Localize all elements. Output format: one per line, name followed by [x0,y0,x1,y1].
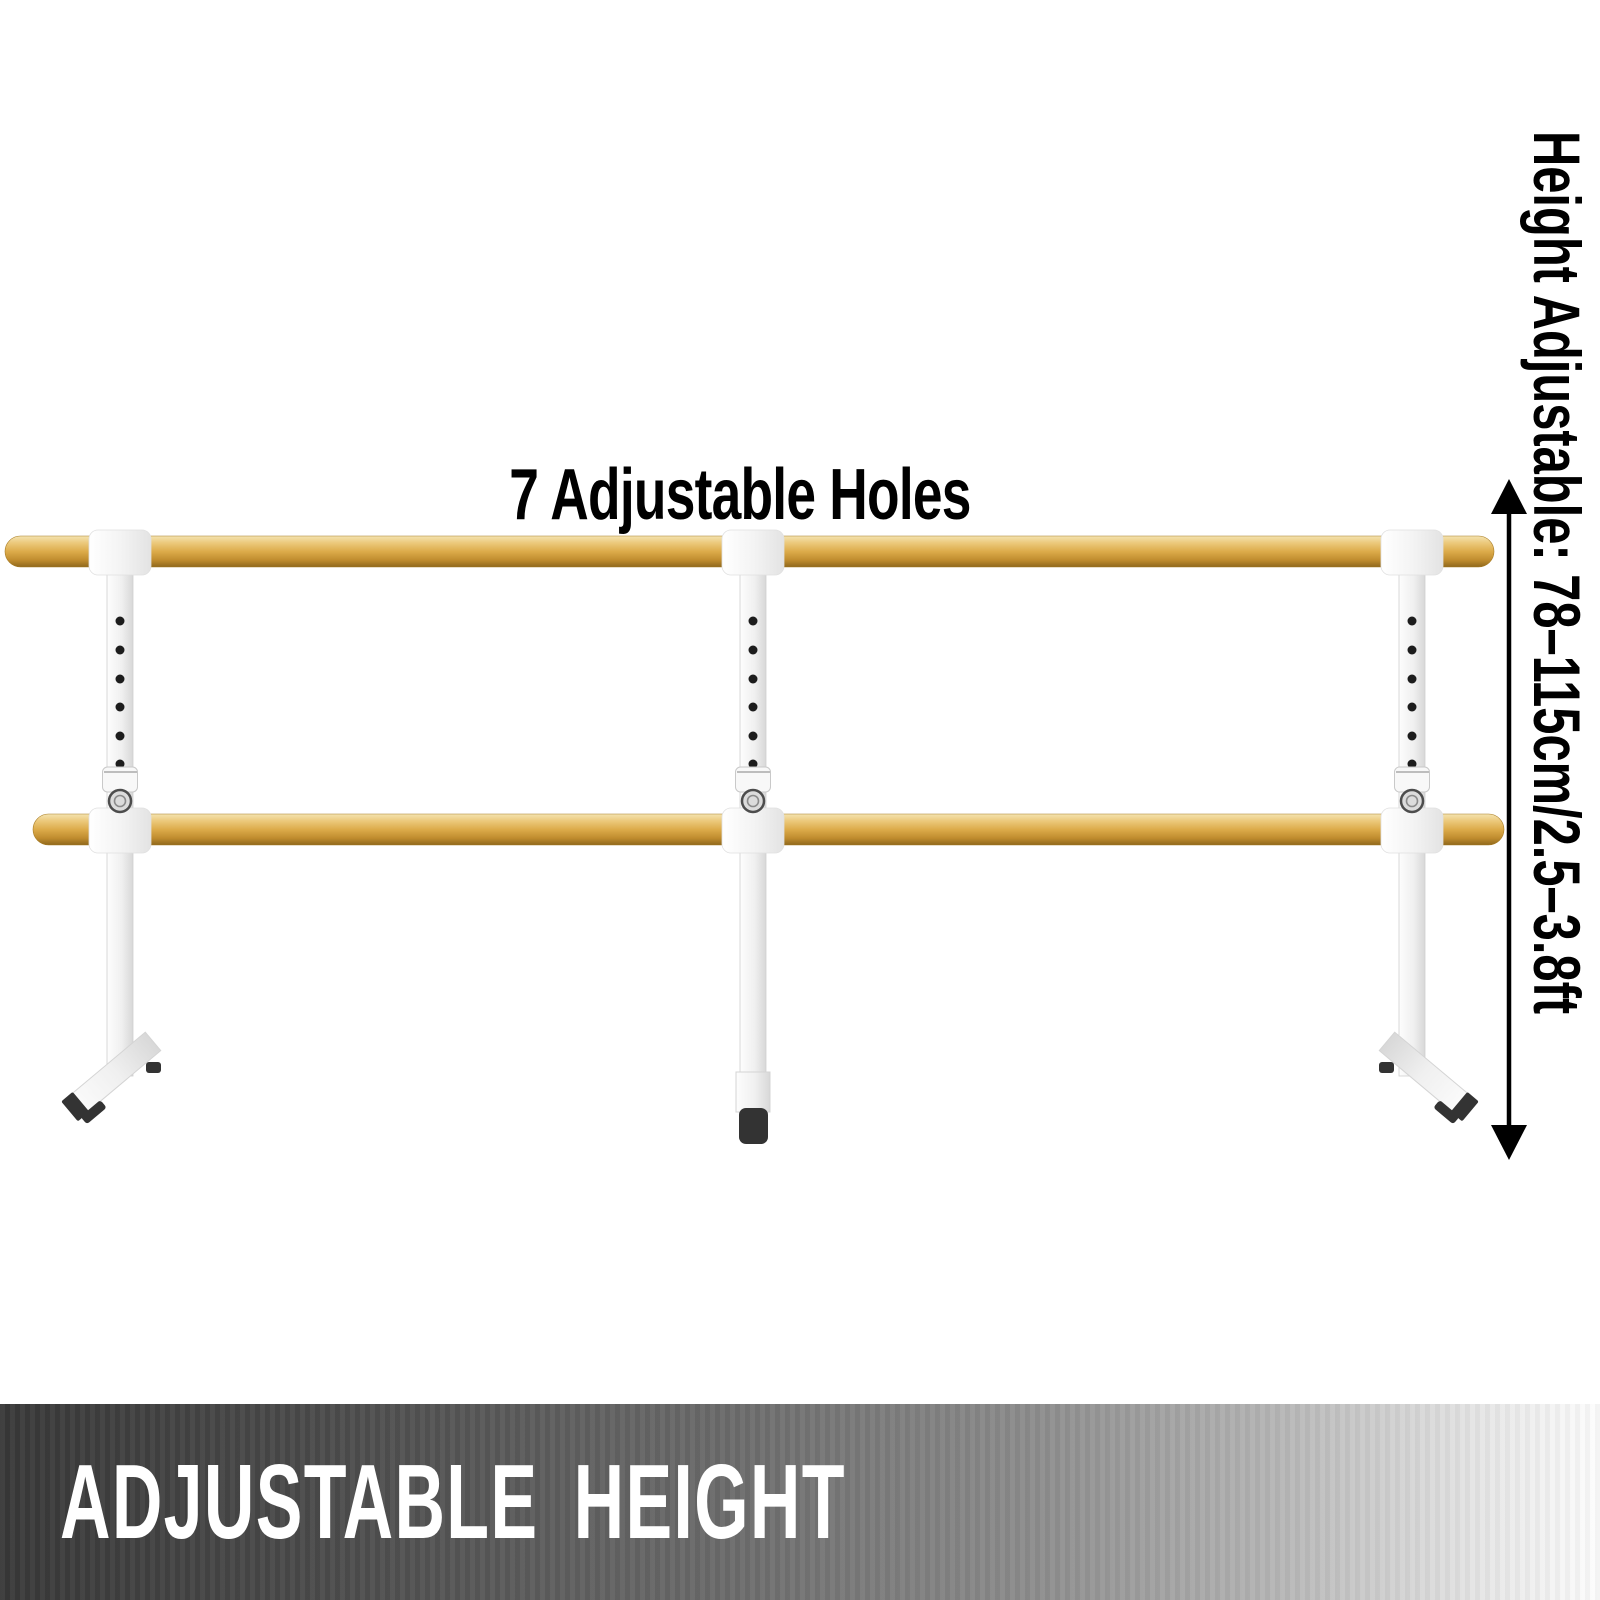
height-range-label: Height Adjustable: 78–115cm/2.5–3.8ft [1520,131,1594,1015]
center-top-clamp [721,529,785,576]
left-adjust-knob [107,788,133,814]
right-base [1378,1031,1479,1124]
right-leg-details [1394,616,1430,814]
left-lock-collar [102,766,138,793]
left-top-clamp [88,529,152,576]
left-base-rear-foot [146,1062,161,1073]
center-bottom-clamp [721,807,785,854]
center-lock-collar [735,766,771,793]
left-base-end-cap [61,1092,89,1121]
left-bottom-clamp [88,807,152,854]
right-top-clamp [1380,529,1444,576]
bar-clamps [88,529,1444,854]
right-lock-collar [1394,766,1430,793]
banner-title: ADJUSTABLE HEIGHT [60,1443,846,1561]
height-range-arrow [1491,479,1527,1160]
holes-count-label: 7 Adjustable Holes [509,455,971,535]
right-base-end-cap [1451,1092,1479,1121]
up-arrow-icon [1491,479,1527,514]
center-leg-details [735,616,771,814]
down-arrow-icon [1491,1125,1527,1160]
right-adjust-knob [1399,788,1425,814]
right-base-rear-foot [1379,1062,1394,1073]
center-base-foot [739,1108,768,1144]
center-base [735,1071,771,1144]
right-bottom-clamp [1380,807,1444,854]
feature-banner: ADJUSTABLE HEIGHT [0,1404,1600,1600]
left-base-front-foot [81,1101,106,1124]
left-base [61,1031,162,1124]
center-adjust-knob [740,788,766,814]
left-leg-details [102,616,138,814]
right-base-front-foot [1434,1101,1459,1124]
